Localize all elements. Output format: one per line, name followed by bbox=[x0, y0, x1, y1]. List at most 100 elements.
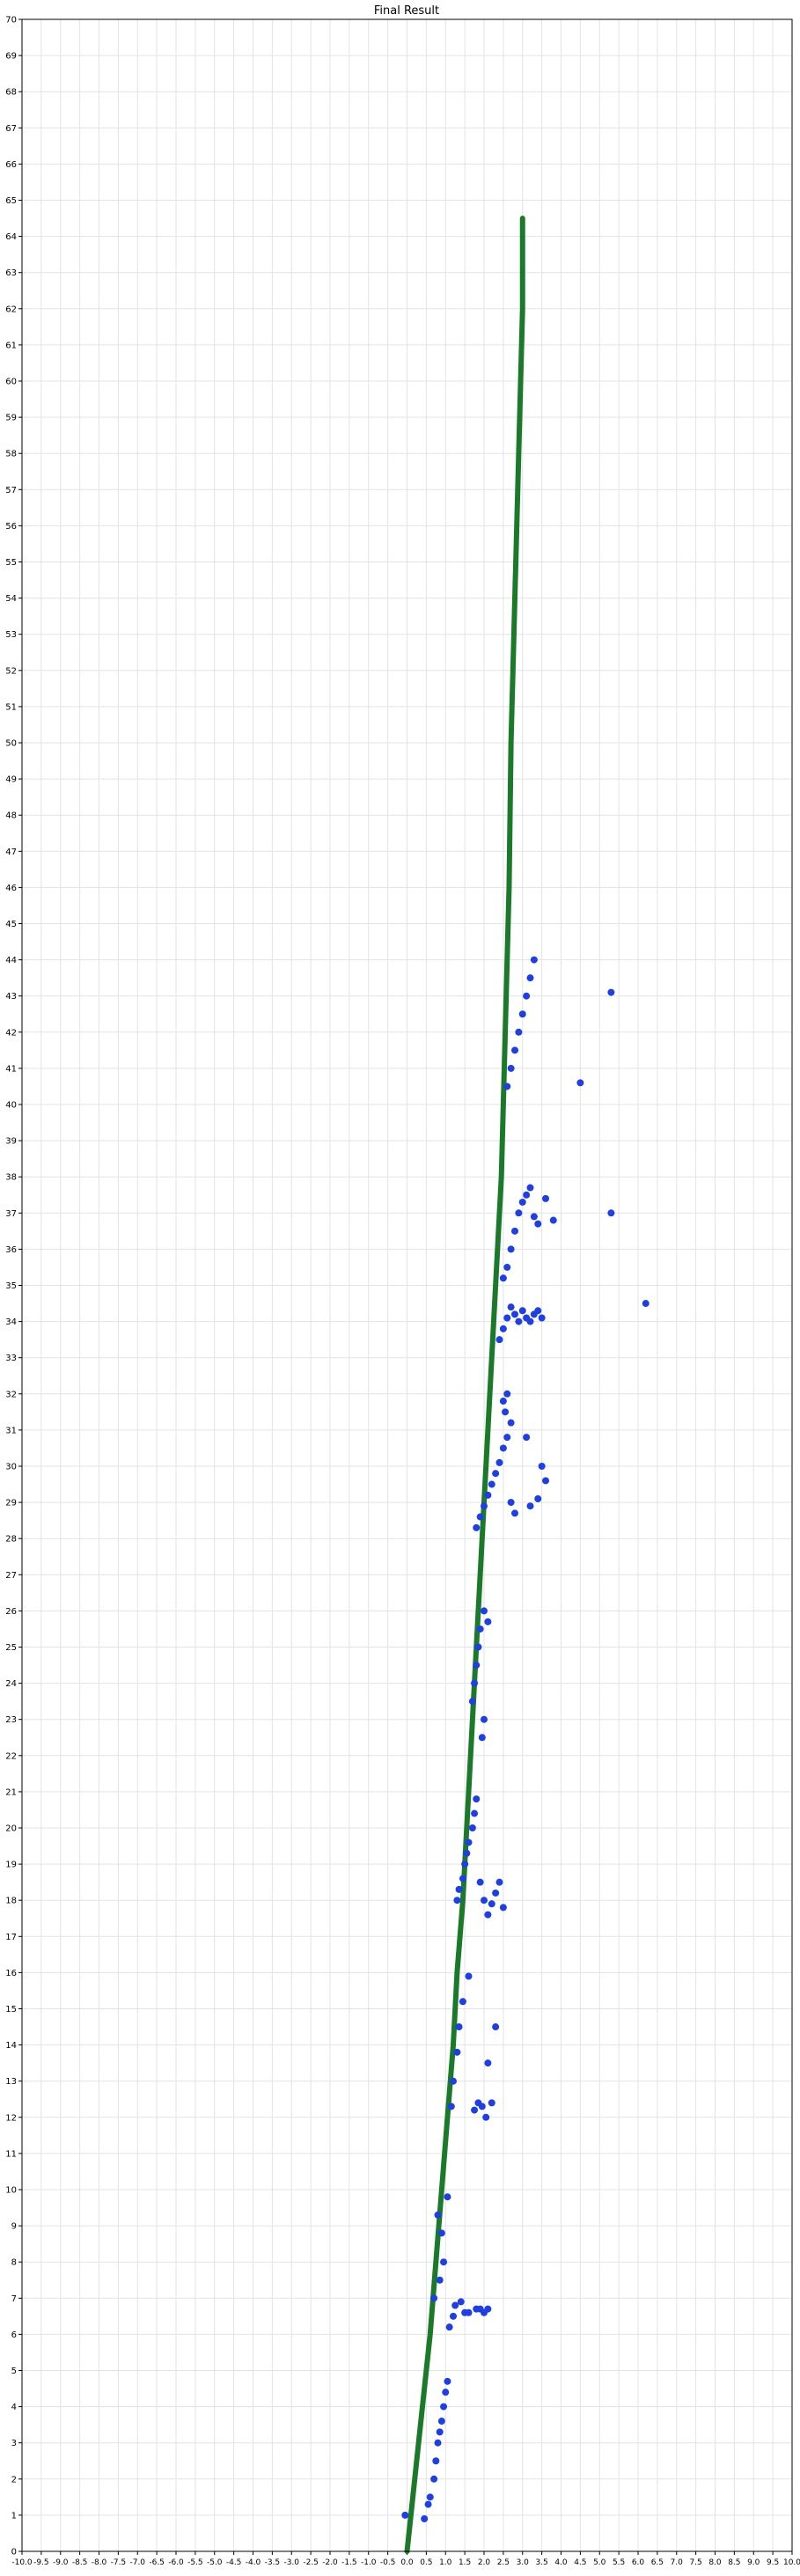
scatter-point bbox=[453, 2048, 461, 2056]
scatter-point bbox=[495, 1336, 503, 1344]
scatter-point bbox=[515, 1028, 523, 1036]
y-tick-label: 34 bbox=[5, 1317, 17, 1327]
scatter-point bbox=[434, 2439, 442, 2447]
y-tick-label: 61 bbox=[5, 341, 17, 350]
y-tick-label: 8 bbox=[11, 2258, 17, 2268]
scatter-point bbox=[607, 1209, 615, 1217]
scatter-point bbox=[495, 1878, 503, 1886]
scatter-point bbox=[518, 1198, 526, 1206]
scatter-point bbox=[473, 1662, 481, 1670]
y-tick-label: 41 bbox=[5, 1064, 17, 1074]
y-tick-label: 7 bbox=[11, 2294, 17, 2304]
y-tick-label: 66 bbox=[5, 160, 17, 170]
x-tick-label: 6.5 bbox=[651, 2558, 664, 2567]
y-tick-label: 49 bbox=[5, 775, 17, 785]
scatter-point bbox=[447, 2103, 455, 2110]
trajectory-line bbox=[404, 216, 525, 2554]
scatter-point bbox=[455, 1885, 463, 1893]
scatter-point bbox=[421, 2515, 429, 2523]
plot-area bbox=[401, 216, 650, 2554]
x-tick-label: -7.5 bbox=[111, 2558, 127, 2567]
x-tick-label: -9.5 bbox=[33, 2558, 49, 2567]
y-tick-label: 63 bbox=[5, 268, 17, 278]
y-tick-label: 68 bbox=[5, 88, 17, 98]
scatter-point bbox=[526, 974, 534, 982]
y-tick-label: 37 bbox=[5, 1209, 17, 1219]
scatter-point bbox=[607, 988, 615, 996]
scatter-point bbox=[478, 1734, 486, 1742]
scatter-point bbox=[437, 2418, 445, 2426]
y-tick-label: 33 bbox=[5, 1354, 17, 1363]
scatter-point bbox=[523, 1434, 531, 1442]
x-tick-label: 8.5 bbox=[728, 2558, 740, 2567]
scatter-point bbox=[499, 1904, 507, 1912]
scatter-point bbox=[478, 2103, 486, 2110]
x-tick-label: 3.0 bbox=[517, 2558, 530, 2567]
scatter-point bbox=[492, 1889, 500, 1897]
scatter-point bbox=[518, 1010, 526, 1018]
scatter-point bbox=[484, 2305, 492, 2313]
scatter-point bbox=[488, 1480, 495, 1488]
x-tick-label: -3.0 bbox=[283, 2558, 299, 2567]
x-tick-label: -7.0 bbox=[129, 2558, 145, 2567]
scatter-point bbox=[465, 2308, 473, 2316]
scatter-point bbox=[436, 2428, 444, 2436]
y-tick-label: 55 bbox=[5, 558, 17, 568]
x-tick-label: -2.5 bbox=[303, 2558, 319, 2567]
y-tick-label: 14 bbox=[5, 2041, 17, 2051]
x-tick-label: 3.5 bbox=[535, 2558, 547, 2567]
x-tick-label: -6.5 bbox=[149, 2558, 165, 2567]
grid bbox=[21, 18, 793, 2552]
scatter-point bbox=[503, 1263, 511, 1271]
scatter-point bbox=[442, 2389, 450, 2396]
scatter-point bbox=[488, 2099, 495, 2107]
y-tick-label: 13 bbox=[5, 2077, 17, 2087]
scatter-point bbox=[476, 1878, 484, 1886]
scatter-point bbox=[430, 2294, 438, 2302]
scatter-point bbox=[507, 1064, 515, 1072]
scatter-point bbox=[530, 956, 538, 964]
y-tick-label: 21 bbox=[5, 1787, 17, 1797]
scatter-point bbox=[436, 2276, 444, 2284]
scatter-point bbox=[492, 1470, 500, 1478]
scatter-point bbox=[451, 2301, 459, 2309]
y-tick-label: 65 bbox=[5, 196, 17, 206]
scatter-point bbox=[463, 1849, 471, 1857]
y-tick-label: 52 bbox=[5, 666, 17, 676]
y-tick-label: 45 bbox=[5, 920, 17, 929]
x-tick-label: 2.0 bbox=[478, 2558, 491, 2567]
scatter-point bbox=[507, 1499, 515, 1507]
scatter-point bbox=[511, 1509, 518, 1517]
x-tick-label: -8.5 bbox=[72, 2558, 88, 2567]
scatter-point bbox=[526, 1317, 534, 1325]
y-tick-label: 57 bbox=[5, 486, 17, 495]
x-tick-label: -8.0 bbox=[92, 2558, 107, 2567]
scatter-point bbox=[503, 1390, 511, 1398]
scatter-point bbox=[495, 1458, 503, 1466]
y-tick-label: 23 bbox=[5, 1715, 17, 1725]
scatter-point bbox=[511, 1227, 518, 1235]
scatter-point bbox=[440, 2403, 448, 2411]
scatter-point bbox=[481, 1607, 488, 1615]
y-tick-label: 32 bbox=[5, 1390, 17, 1399]
scatter-point bbox=[499, 1325, 507, 1332]
scatter-point bbox=[542, 1194, 549, 1202]
scatter-point bbox=[542, 1477, 549, 1485]
scatter-point bbox=[476, 1625, 484, 1633]
y-tick-label: 30 bbox=[5, 1463, 17, 1472]
x-tick-label: -1.5 bbox=[341, 2558, 357, 2567]
x-tick-label: 0.5 bbox=[420, 2558, 432, 2567]
scatter-point bbox=[538, 1314, 546, 1322]
scatter-point bbox=[507, 1303, 515, 1311]
scatter-point bbox=[459, 1998, 466, 2006]
y-tick-label: 39 bbox=[5, 1137, 17, 1147]
chart-title: Final Result bbox=[374, 4, 439, 18]
scatter-point bbox=[482, 2113, 490, 2121]
y-tick-label: 70 bbox=[5, 16, 17, 26]
scatter-point bbox=[526, 1502, 534, 1510]
scatter-point bbox=[484, 2059, 492, 2067]
scatter-point bbox=[444, 2377, 451, 2385]
scatter-point bbox=[440, 2258, 448, 2266]
scatter-point bbox=[450, 2077, 457, 2085]
